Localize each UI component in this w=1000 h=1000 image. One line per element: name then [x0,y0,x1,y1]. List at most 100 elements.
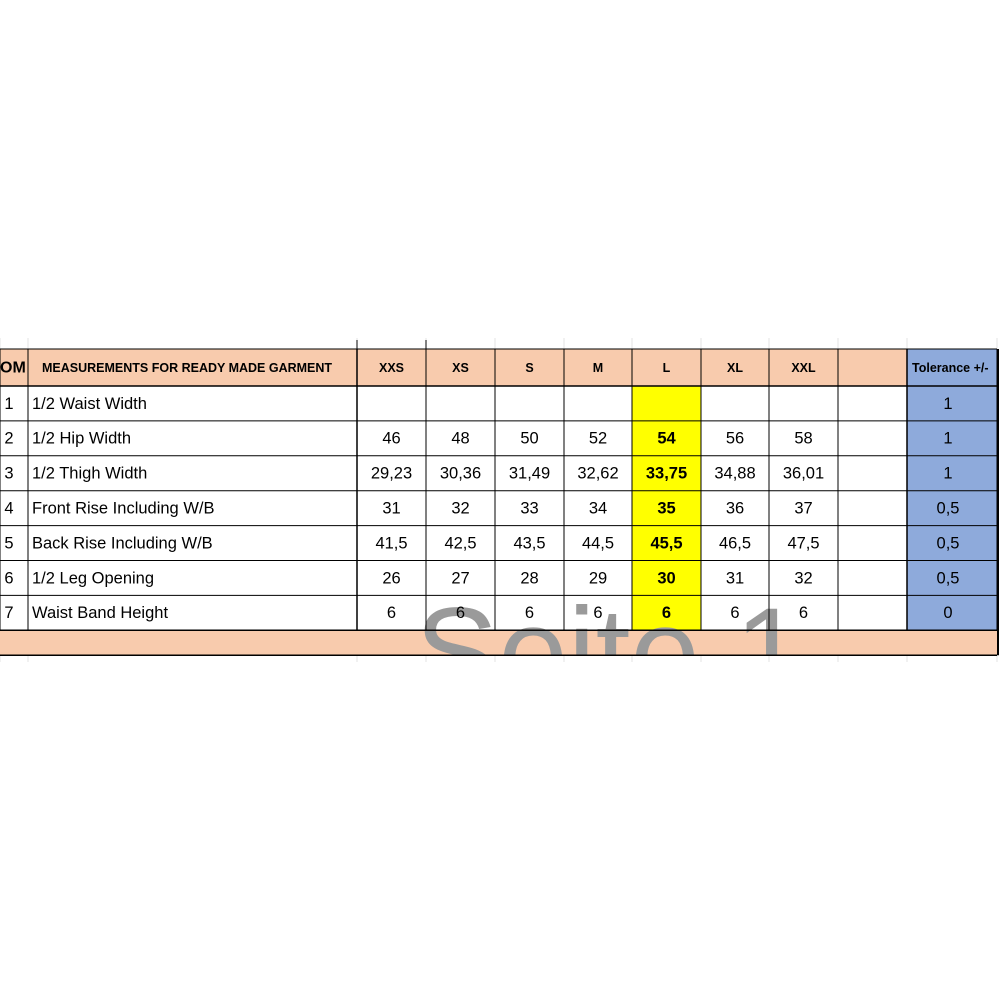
cell-value: 41,5 [375,534,407,552]
cell-value: 31 [726,569,744,587]
body-cell [701,560,769,596]
cell-value: 31,49 [509,465,550,483]
body-cell [907,525,997,561]
body-cell [495,455,564,491]
header-label: OM [0,360,26,377]
cell-value: 32,62 [577,465,618,483]
cell-value: 32 [451,500,469,518]
cell-value: 0,5 [937,534,960,552]
cell-value: 35 [657,500,675,518]
body-cell [907,455,997,491]
body-cell [28,455,357,491]
cell-texts: OM MEASUREMENTS FOR READY MADE GARMENT XXS… [0,360,989,622]
body-cell [838,560,907,596]
cell-value: 56 [726,430,744,448]
body-cell [838,595,907,631]
body-cell [769,490,838,526]
body-cell [632,420,701,456]
cell-value: 45,5 [650,534,682,552]
body-cell [632,560,701,596]
body-cell [495,595,564,631]
cell-value: 54 [657,430,676,448]
body-cell [28,525,357,561]
body-cell [28,595,357,631]
body-cell [28,386,357,421]
cell-value: 33 [520,500,538,518]
cell-value: 48 [451,430,469,448]
cell-value: 6 [593,604,602,622]
cell-value: 29,23 [371,465,412,483]
body-cell [838,420,907,456]
body-cell [0,386,28,421]
cell-value: 44,5 [582,534,614,552]
header-cell [701,349,769,386]
body-cell [357,560,426,596]
cell-value: 28 [520,569,538,587]
body-cell [426,420,495,456]
body-cell [769,420,838,456]
body-cell [907,595,997,631]
cell-value: 42,5 [444,534,476,552]
cell-fills [0,338,998,662]
cell-value: 32 [794,569,812,587]
body-cell [426,595,495,631]
header-cell [357,349,426,386]
header-cell [564,349,632,386]
cell-value: 36,01 [783,465,824,483]
measurement-name: 1/2 Thigh Width [32,465,147,483]
body-cell [701,455,769,491]
body-cell [769,386,838,421]
cell-value: 5 [4,534,13,552]
cell-value: 1 [943,395,952,413]
cell-value: 29 [589,569,607,587]
header-cell [426,349,495,386]
header-label: XL [727,361,743,375]
header-label: M [593,361,603,375]
body-cell [357,420,426,456]
cell-value: 6 [4,569,13,587]
measurement-name: 1/2 Waist Width [32,395,147,413]
cell-value: 6 [387,604,396,622]
body-cell [701,420,769,456]
header-label: L [663,361,671,375]
body-cell [701,386,769,421]
body-cell [564,560,632,596]
body-cell [495,560,564,596]
body-cell [495,386,564,421]
cell-value: 0 [943,604,952,622]
cell-value: 6 [799,604,808,622]
body-cell [0,490,28,526]
body-cell [769,595,838,631]
body-cell [357,595,426,631]
cell-value: 0,5 [937,569,960,587]
body-cell [769,560,838,596]
header-cell [907,349,997,386]
cell-value: 58 [794,430,812,448]
cell-value: 34,88 [714,465,755,483]
body-cell [632,490,701,526]
body-cell [426,560,495,596]
body-cell [838,490,907,526]
cell-value: 2 [4,430,13,448]
body-cell [495,490,564,526]
body-cell [28,560,357,596]
cell-value: 0,5 [937,500,960,518]
body-cell [357,455,426,491]
body-cell [495,420,564,456]
body-cell [495,525,564,561]
header-cell [838,349,907,386]
body-cell [907,560,997,596]
header-label: S [525,361,533,375]
body-cell [0,560,28,596]
cell-value: 1 [4,395,13,413]
body-cell [701,595,769,631]
body-cell [357,525,426,561]
cell-value: 6 [456,604,465,622]
body-cell [426,525,495,561]
header-cell [769,349,838,386]
body-cell [0,420,28,456]
cell-value: 6 [730,604,739,622]
body-cell [564,455,632,491]
body-cell [907,490,997,526]
cell-value: 30 [657,569,675,587]
